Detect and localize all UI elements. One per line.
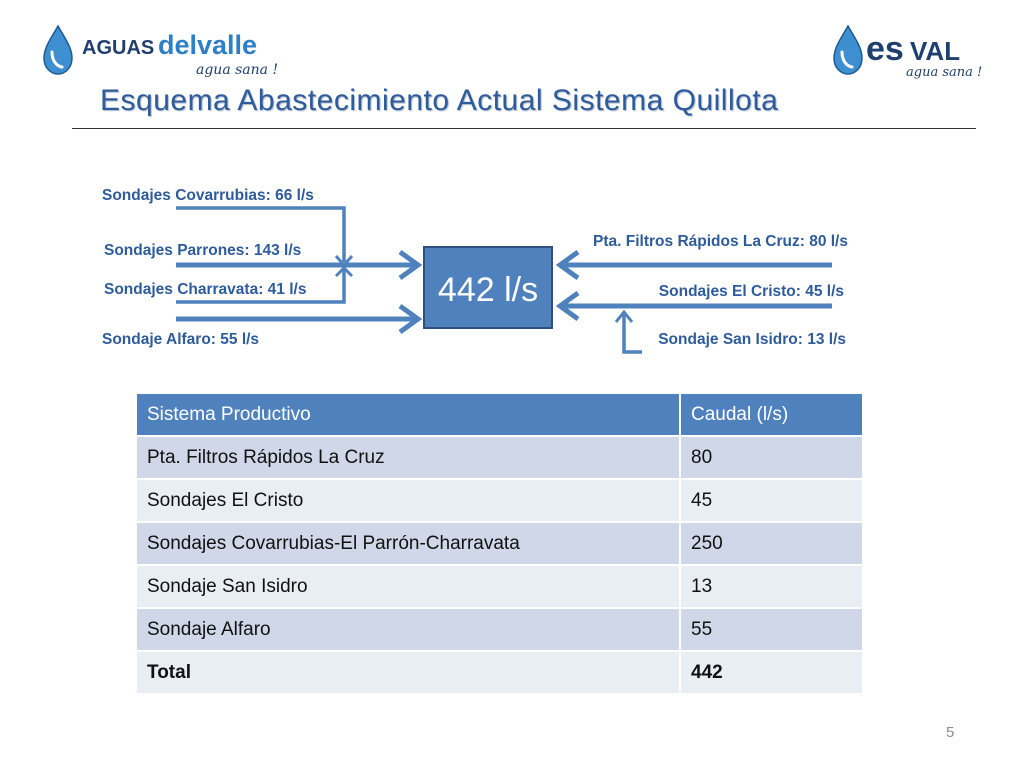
table-row: Sondajes Covarrubias-El Parrón-Charravat… (137, 521, 864, 565)
cell-caudal: 250 (680, 521, 864, 565)
arrowhead-covarrubias (334, 255, 354, 268)
arrowhead-san-isidro (614, 309, 634, 323)
label-la-cruz: Pta. Filtros Rápidos La Cruz: 80 l/s (593, 233, 848, 250)
production-table: Sistema Productivo Caudal (l/s) Pta. Fil… (137, 394, 864, 693)
cell-caudal: 55 (680, 607, 864, 651)
arrowhead-la-cruz (555, 249, 580, 281)
label-parrones: Sondajes Parrones: 143 l/s (104, 242, 301, 259)
logo-right-tagline: agua sana ! (906, 65, 982, 80)
table-row: Sondaje Alfaro 55 (137, 607, 864, 651)
table-row: Sondajes El Cristo 45 (137, 478, 864, 522)
label-alfaro: Sondaje Alfaro: 55 l/s (102, 331, 259, 348)
esval-logo: es VAL agua sana ! (833, 24, 982, 80)
cell-caudal: 45 (680, 478, 864, 522)
cell-total-label: Total (137, 650, 681, 693)
cell-total-value: 442 (680, 650, 864, 693)
cell-sistema: Sondaje Alfaro (137, 607, 681, 651)
arrowhead-parrones (398, 249, 423, 281)
label-san-isidro: Sondaje San Isidro: 13 l/s (658, 331, 846, 348)
header-sistema: Sistema Productivo (137, 394, 681, 436)
header-caudal: Caudal (l/s) (680, 394, 864, 436)
cell-sistema: Sondaje San Isidro (137, 564, 681, 608)
arrowhead-el-cristo (555, 290, 580, 322)
logo-left-word2: delvalle (158, 30, 257, 60)
cell-sistema: Pta. Filtros Rápidos La Cruz (137, 435, 681, 479)
arrowhead-charravata (334, 265, 354, 278)
connector-covarrubias (176, 206, 346, 262)
arrowhead-alfaro (398, 303, 423, 335)
label-charravata: Sondajes Charravata: 41 l/s (104, 281, 306, 298)
label-el-cristo: Sondajes El Cristo: 45 l/s (659, 283, 844, 300)
water-drop-icon (833, 24, 863, 75)
label-covarrubias: Sondajes Covarrubias: 66 l/s (102, 187, 314, 204)
total-flow-box (423, 246, 553, 329)
total-flow-value: 442 l/s (438, 271, 538, 309)
aguas-delvalle-logo: AGUAS delvalle agua sana ! (43, 24, 278, 78)
cell-caudal: 13 (680, 564, 864, 608)
table-row: Pta. Filtros Rápidos La Cruz 80 (137, 435, 864, 479)
title-divider (72, 128, 976, 129)
connector-san-isidro (622, 314, 642, 354)
table-header-row: Sistema Productivo Caudal (l/s) (137, 394, 864, 436)
cell-sistema: Sondajes Covarrubias-El Parrón-Charravat… (137, 521, 681, 565)
connector-charravata (176, 268, 346, 304)
page-number: 5 (946, 724, 955, 741)
water-drop-icon (43, 24, 73, 75)
logo-left-word1: AGUAS (82, 37, 154, 59)
cell-sistema: Sondajes El Cristo (137, 478, 681, 522)
table-total-row: Total 442 (137, 650, 864, 693)
cell-caudal: 80 (680, 435, 864, 479)
table-row: Sondaje San Isidro 13 (137, 564, 864, 608)
logo-right-word2: VAL (910, 36, 960, 66)
logo-right-word1: es (866, 30, 904, 68)
page-title: Esquema Abastecimiento Actual Sistema Qu… (100, 84, 779, 117)
logo-left-tagline: agua sana ! (196, 62, 278, 78)
